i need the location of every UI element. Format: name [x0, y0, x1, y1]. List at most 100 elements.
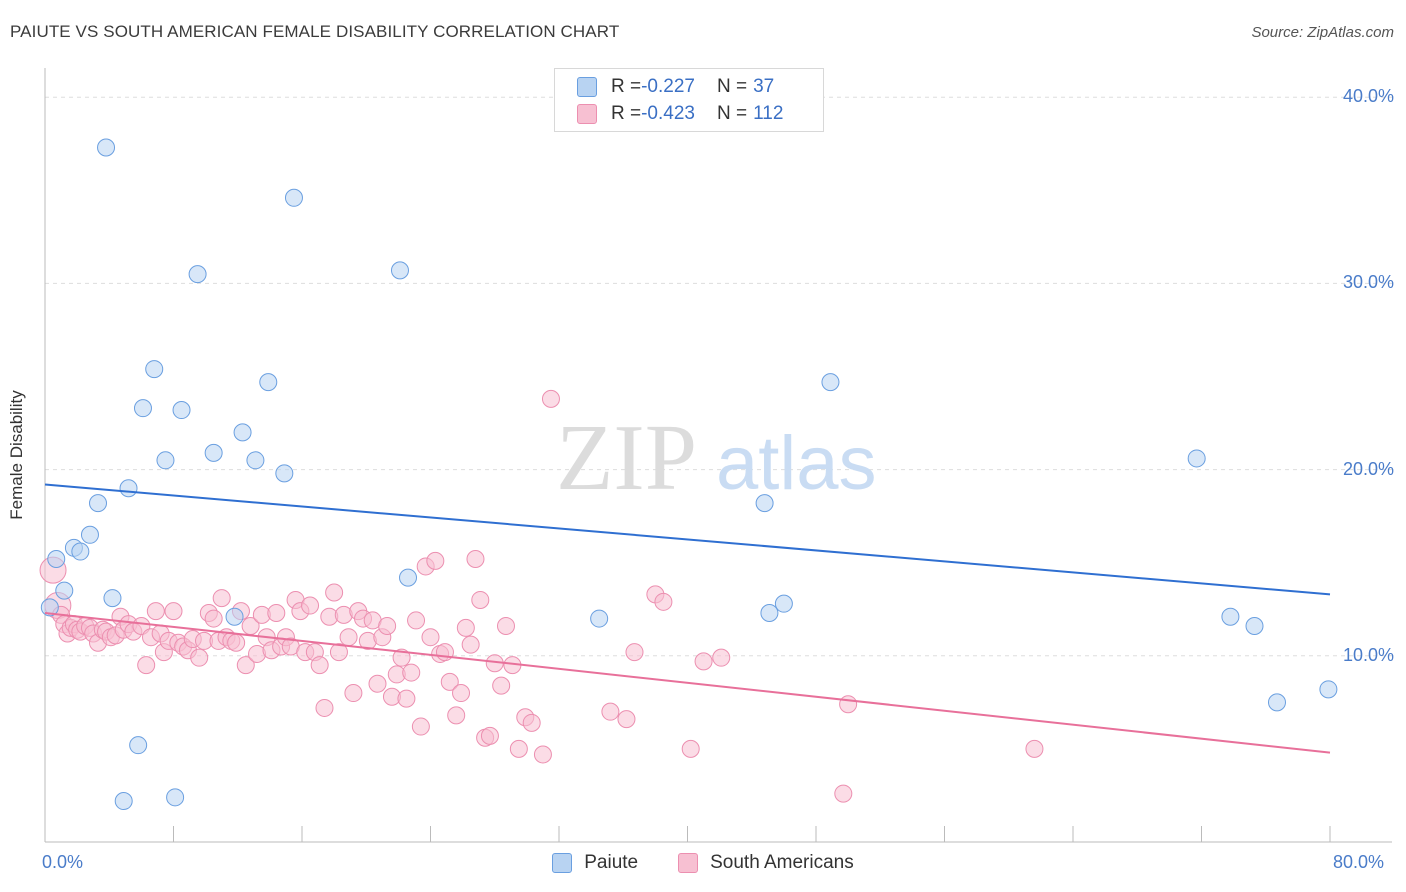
sa-point	[447, 706, 466, 725]
paiute-point	[275, 464, 294, 483]
paiute-point	[97, 138, 116, 157]
watermark-zip: ZIP	[556, 406, 697, 510]
trend-lines	[44, 483, 1331, 754]
sa-point	[344, 684, 363, 703]
paiute-point	[166, 788, 185, 807]
sa-point	[522, 713, 541, 732]
paiute-point	[129, 736, 148, 755]
legend-row-south-americans: R = -0.423 N = 112	[577, 102, 783, 126]
paiute-point	[1319, 680, 1338, 699]
paiute-trend-line	[44, 483, 1331, 596]
y-tick-label: 10.0%	[1342, 644, 1394, 665]
paiute-point	[399, 568, 418, 587]
paiute-point	[114, 792, 133, 811]
sa-point	[712, 648, 731, 667]
paiute-legend-icon	[552, 853, 573, 873]
paiute-point	[47, 549, 66, 568]
paiute-point	[760, 603, 779, 622]
r-value: -0.423	[641, 103, 695, 124]
legend-label-paiute: Paiute	[584, 852, 639, 873]
r-label: R =	[611, 76, 642, 97]
south-americans-swatch-icon	[577, 104, 597, 124]
sa-point	[421, 628, 440, 647]
paiute-point	[1267, 693, 1286, 712]
sa-point	[509, 739, 528, 758]
sa-point	[496, 617, 515, 636]
paiute-point	[172, 401, 191, 420]
paiute-point	[233, 423, 252, 442]
paiute-point	[133, 399, 152, 418]
sa-point	[227, 633, 246, 652]
axes	[44, 68, 1392, 843]
sa-point	[368, 674, 387, 693]
sa-point	[329, 643, 348, 662]
sa-point	[397, 689, 416, 708]
sa-point	[411, 717, 430, 736]
r-label: R =	[611, 103, 642, 124]
sa-point	[471, 590, 490, 609]
paiute-point	[103, 589, 122, 608]
x-tick-max: 80.0%	[1333, 852, 1385, 872]
source-label: Source: ZipAtlas.com	[1251, 24, 1394, 41]
n-value: 37	[753, 76, 775, 97]
paiute-swatch-icon	[577, 77, 597, 97]
sa-point	[839, 695, 858, 714]
paiute-point	[204, 443, 223, 462]
sa-point	[402, 663, 421, 682]
grid-lines	[45, 96, 1392, 657]
paiute-point	[1187, 449, 1206, 468]
chart-title: PAIUTE VS SOUTH AMERICAN FEMALE DISABILI…	[10, 22, 620, 41]
legend-row-paiute: R = -0.227 N = 37	[577, 75, 774, 99]
sa-point	[392, 648, 411, 667]
x-tick-min: 0.0%	[42, 852, 84, 872]
series-legend: Paiute South Americans	[0, 852, 1406, 874]
sa-point	[681, 739, 700, 758]
sa-point	[492, 676, 511, 695]
sa-point	[164, 602, 183, 621]
legend-item-south-americans[interactable]: South Americans	[678, 852, 854, 874]
paiute-point	[284, 188, 303, 207]
sa-point	[834, 784, 853, 803]
y-tick-label: 30.0%	[1342, 272, 1394, 293]
paiute-point	[55, 581, 74, 600]
sa-point	[146, 602, 165, 621]
sa-point	[137, 656, 156, 675]
r-value: -0.227	[641, 76, 695, 97]
sa-point	[617, 710, 636, 729]
sa-point	[190, 648, 209, 667]
sa-point	[204, 609, 223, 628]
series-south-americans	[39, 389, 1044, 803]
y-tick-label: 20.0%	[1342, 458, 1394, 479]
sa-point	[466, 549, 485, 568]
sa-point	[625, 643, 644, 662]
sa-point	[480, 726, 499, 745]
sa-point	[601, 702, 620, 721]
n-label: N =	[716, 103, 748, 124]
sa-point	[440, 672, 459, 691]
paiute-point	[590, 609, 609, 628]
sa-point	[541, 389, 560, 408]
sa-point	[694, 652, 713, 671]
sa-point	[310, 656, 329, 675]
sa-point	[325, 583, 344, 602]
n-value: 112	[753, 103, 784, 124]
south-americans-legend-icon	[678, 853, 699, 873]
paiute-point	[145, 360, 164, 379]
watermark: ZIP atlas	[556, 406, 877, 510]
sa-point	[236, 656, 255, 675]
sa-point	[533, 745, 552, 764]
correlation-legend: R = -0.227 N = 37 R = -0.423 N = 112	[554, 68, 824, 132]
paiute-point	[774, 594, 793, 613]
south-americans-trend-line	[44, 611, 1331, 754]
legend-item-paiute[interactable]: Paiute	[552, 852, 638, 874]
sa-point	[461, 635, 480, 654]
paiute-point	[156, 451, 175, 470]
paiute-point	[1221, 607, 1240, 626]
series-paiute	[40, 138, 1338, 811]
sa-point	[407, 611, 426, 630]
paiute-point	[119, 479, 138, 498]
paiute-point	[225, 607, 244, 626]
paiute-point	[755, 494, 774, 513]
watermark-atlas: atlas	[716, 421, 877, 506]
